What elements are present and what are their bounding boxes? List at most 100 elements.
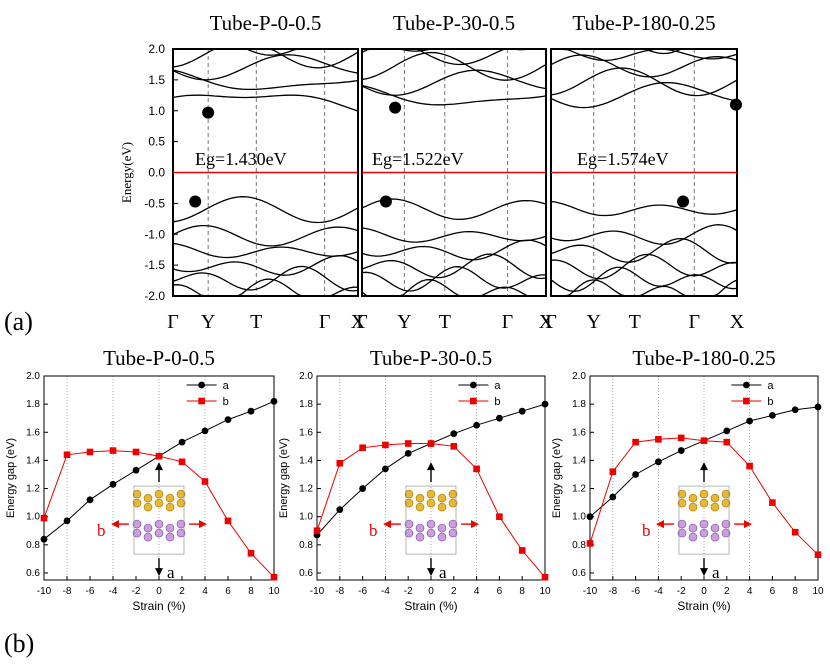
unit-cell-box — [405, 485, 457, 555]
data-point-b — [700, 437, 708, 445]
atom-purple — [721, 528, 731, 538]
gap-y-tick-label: 0.8 — [26, 540, 40, 551]
conduction-band — [173, 48, 358, 56]
vbm-marker — [379, 195, 392, 208]
unit-cell-box — [133, 485, 185, 555]
arrow-head — [744, 520, 752, 529]
arrow-head — [427, 568, 435, 577]
kpoint-label: Y — [397, 311, 411, 333]
atom-purple — [721, 519, 731, 529]
atom-gold — [448, 489, 458, 499]
valence-band — [550, 224, 738, 245]
atom-gold — [721, 489, 731, 499]
valence-band — [172, 224, 359, 247]
data-point-b — [427, 440, 435, 447]
arrow-head — [427, 462, 435, 471]
data-point-a — [496, 414, 503, 422]
data-point-a — [518, 407, 526, 415]
band-subpanel: Tube-P-180-0.25 Γ Y T Γ X Eg=1.574eV — [545, 11, 745, 333]
valence-band — [172, 278, 358, 297]
atom-purple — [448, 528, 458, 538]
gap-y-tick-label: 0.8 — [572, 540, 586, 551]
gap-x-axis-label: Strain (%) — [132, 599, 185, 613]
panel-a-label: (a) — [4, 307, 33, 336]
arrow-head — [155, 568, 163, 577]
data-point-a — [359, 485, 366, 492]
band-structure-panel: Energy(eV) 2.0 1.5 1.0 0.5 0.0 -0.5 -1.0 -1.5 -2.… — [119, 11, 745, 333]
data-point-a — [814, 403, 822, 411]
data-point-a — [178, 438, 186, 446]
atom-gold — [415, 493, 425, 503]
atom-gold — [710, 493, 720, 503]
data-point-a — [382, 465, 389, 473]
gap-y-tick-label: 0.8 — [299, 540, 313, 551]
kpoint-label: Γ — [167, 311, 179, 333]
atom-purple — [154, 528, 164, 538]
vbm-marker — [677, 195, 690, 208]
data-point-a — [86, 496, 94, 504]
legend-marker — [198, 381, 206, 389]
gap-subchart: Tube-P-180-0.25 -10 -8 -6 -4 -2 0 2 4 6 8 10 2.0 1.8 1… — [551, 346, 824, 613]
gap-y-tick-label: 2.0 — [299, 371, 313, 382]
conduction-band — [551, 48, 737, 55]
atom-gold — [165, 502, 175, 512]
strain-arrow-a-label: a — [439, 563, 447, 582]
conduction-band — [172, 94, 359, 112]
legend-marker — [470, 397, 477, 405]
legend-marker — [469, 381, 477, 389]
legend-label: b — [494, 396, 500, 408]
unit-cell-box — [678, 485, 730, 555]
atom-purple — [677, 528, 687, 538]
atom-purple — [710, 523, 720, 533]
gap-x-tick-label: -8 — [335, 586, 344, 597]
data-point-b — [655, 436, 662, 443]
legend-label: a — [494, 380, 501, 392]
gap-x-tick-label: -6 — [631, 586, 640, 597]
gap-y-tick-label: 1.4 — [299, 455, 313, 466]
data-point-b — [586, 540, 594, 547]
strain-arrow-b-label: b — [642, 521, 651, 540]
band-subpanel-title: Tube-P-0-0.5 — [210, 11, 322, 35]
kpoint-label: X — [539, 311, 554, 333]
legend-marker — [198, 397, 205, 405]
band-y-tick-label: 2.0 — [148, 42, 165, 56]
panel-b-label: (b) — [4, 629, 34, 658]
gap-x-tick-label: -4 — [381, 586, 390, 597]
gap-subchart: Tube-P-0-0.5 -10 -8 -6 -4 -2 0 2 4 6 8 10 2.0 1.8 1.6 1… — [5, 346, 280, 613]
gap-x-tick-label: 0 — [428, 586, 434, 597]
data-point-a — [63, 517, 71, 525]
atom-gold — [437, 502, 447, 512]
gap-y-tick-label: 2.0 — [26, 371, 40, 382]
strain-arrow-b-label: b — [97, 521, 106, 540]
gap-x-tick-label: 4 — [747, 586, 753, 597]
gap-x-tick-label: 2 — [724, 586, 730, 597]
conduction-band — [362, 48, 546, 52]
valence-band — [172, 196, 359, 224]
atom-purple — [426, 528, 436, 538]
gap-y-tick-label: 1.2 — [26, 484, 40, 495]
valence-band — [361, 279, 546, 297]
data-point-a — [723, 427, 731, 435]
kpoint-label: T — [439, 311, 451, 333]
atom-gold — [721, 498, 731, 508]
legend-label: b — [223, 396, 229, 408]
gap-subchart: Tube-P-30-0.5 -10 -8 -6 -4 -2 0 2 4 6 8 10 2.0 1.8 1.6… — [278, 346, 551, 613]
gap-x-tick-label: -8 — [608, 586, 617, 597]
gap-x-tick-label: -10 — [310, 586, 325, 597]
band-y-tick-label: 1.5 — [148, 73, 165, 87]
strain-arrow-a-label: a — [167, 563, 175, 582]
data-point-a — [270, 397, 278, 405]
gap-strain-panel: Tube-P-0-0.5 -10 -8 -6 -4 -2 0 2 4 6 8 10 2.0 1.8 1.6 1… — [5, 346, 824, 613]
data-point-a — [541, 400, 549, 408]
data-point-b — [109, 447, 117, 454]
data-point-b — [201, 478, 209, 485]
kpoint-label: Γ — [502, 311, 514, 333]
conduction-band — [361, 48, 546, 66]
data-point-b — [473, 465, 480, 473]
gap-y-tick-label: 1.6 — [299, 427, 313, 438]
gap-x-tick-label: 6 — [225, 586, 231, 597]
data-point-a — [655, 458, 662, 466]
atom-gold — [154, 489, 164, 499]
data-point-b — [746, 462, 753, 470]
